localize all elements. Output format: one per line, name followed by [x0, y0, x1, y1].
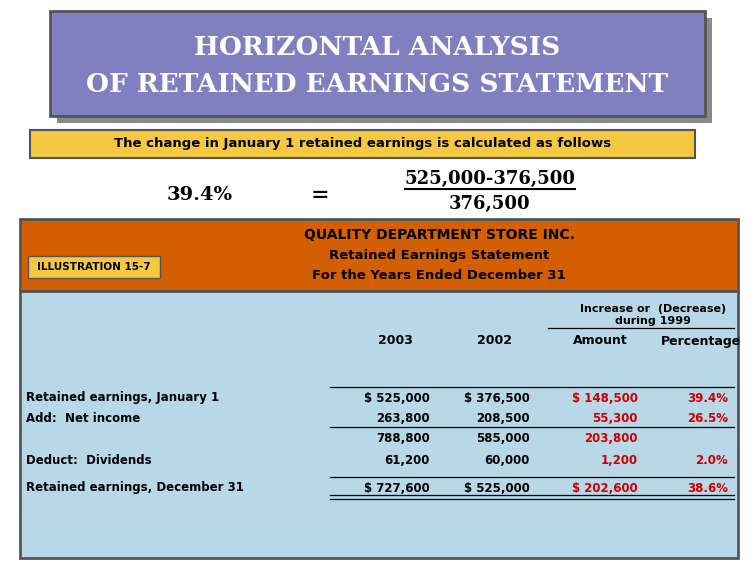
Text: 788,800: 788,800: [376, 431, 430, 445]
Text: Deduct:  Dividends: Deduct: Dividends: [26, 454, 152, 468]
Text: For the Years Ended December 31: For the Years Ended December 31: [312, 268, 566, 282]
FancyBboxPatch shape: [28, 256, 160, 278]
Text: =: =: [311, 184, 330, 206]
FancyBboxPatch shape: [50, 11, 705, 116]
Text: 39.4%: 39.4%: [167, 186, 233, 204]
Text: Amount: Amount: [572, 335, 627, 347]
Text: 525,000-376,500: 525,000-376,500: [404, 170, 575, 188]
Text: 585,000: 585,000: [476, 431, 530, 445]
Text: $ 202,600: $ 202,600: [572, 482, 638, 495]
Text: 60,000: 60,000: [485, 454, 530, 468]
Text: 208,500: 208,500: [476, 411, 530, 425]
Text: 2003: 2003: [377, 335, 413, 347]
Text: during 1999: during 1999: [615, 316, 691, 326]
Text: 38.6%: 38.6%: [687, 482, 728, 495]
FancyBboxPatch shape: [20, 219, 738, 291]
Text: 61,200: 61,200: [385, 454, 430, 468]
Text: Add:  Net income: Add: Net income: [26, 411, 141, 425]
Text: 263,800: 263,800: [376, 411, 430, 425]
FancyBboxPatch shape: [30, 130, 695, 158]
Text: 39.4%: 39.4%: [687, 392, 728, 404]
FancyBboxPatch shape: [57, 18, 712, 123]
FancyBboxPatch shape: [20, 291, 738, 558]
Text: 203,800: 203,800: [584, 431, 638, 445]
Text: $ 525,000: $ 525,000: [464, 482, 530, 495]
Text: $ 525,000: $ 525,000: [364, 392, 430, 404]
Text: Retained Earnings Statement: Retained Earnings Statement: [329, 248, 549, 262]
Text: ILLUSTRATION 15-7: ILLUSTRATION 15-7: [37, 262, 150, 272]
Text: Retained earnings, January 1: Retained earnings, January 1: [26, 392, 219, 404]
Text: $ 727,600: $ 727,600: [364, 482, 430, 495]
Text: 55,300: 55,300: [593, 411, 638, 425]
Text: HORIZONTAL ANALYSIS: HORIZONTAL ANALYSIS: [194, 35, 561, 60]
Text: 26.5%: 26.5%: [687, 411, 728, 425]
Text: Percentage: Percentage: [661, 335, 741, 347]
Text: QUALITY DEPARTMENT STORE INC.: QUALITY DEPARTMENT STORE INC.: [304, 228, 575, 242]
Text: Increase or  (Decrease): Increase or (Decrease): [580, 304, 726, 314]
Text: OF RETAINED EARNINGS STATEMENT: OF RETAINED EARNINGS STATEMENT: [86, 72, 668, 97]
Text: 2002: 2002: [478, 335, 513, 347]
Text: $ 148,500: $ 148,500: [572, 392, 638, 404]
Text: 1,200: 1,200: [601, 454, 638, 468]
Text: $ 376,500: $ 376,500: [464, 392, 530, 404]
Text: 376,500: 376,500: [449, 195, 531, 213]
Text: 2.0%: 2.0%: [696, 454, 728, 468]
Text: Retained earnings, December 31: Retained earnings, December 31: [26, 482, 244, 495]
Text: The change in January 1 retained earnings is calculated as follows: The change in January 1 retained earning…: [114, 138, 611, 150]
